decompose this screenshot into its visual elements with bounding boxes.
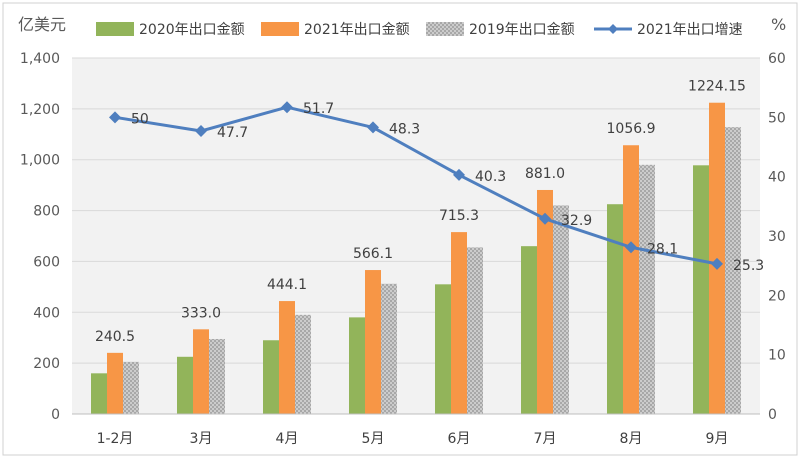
data-labels: 240.5 333.0 444.1 566.1 715.3 881.0 1056.9 1224… [95, 79, 764, 345]
left-tick-label: 1,000 [20, 153, 60, 169]
left-tick-label: 200 [33, 356, 60, 372]
legend-marker-growth [608, 24, 618, 34]
x-tick-label: 4月 [276, 431, 299, 447]
growth-value-label: 25.3 [733, 258, 764, 274]
bar-value-label-2021: 881.0 [525, 166, 565, 182]
x-tick-label: 9月 [706, 431, 729, 447]
legend: 2020年出口金额 2021年出口金额 2019年出口金额 2021年出口增速 [96, 22, 743, 38]
bar-2021 [107, 352, 123, 414]
right-tick-label: 20 [768, 288, 786, 304]
bar-2021 [451, 232, 467, 414]
bar-value-label-2021: 1056.9 [607, 121, 656, 137]
x-tick-label: 3月 [190, 431, 213, 447]
legend-swatch-2020 [96, 22, 134, 36]
left-axis-unit: 亿美元 [18, 15, 66, 34]
right-tick-label: 60 [768, 51, 786, 67]
right-axis-unit: % [771, 15, 786, 34]
right-tick-label: 50 [768, 110, 786, 126]
right-tick-label: 30 [768, 229, 786, 245]
bar-2020 [435, 284, 451, 414]
bar-2019 [295, 314, 311, 414]
bar-2020 [693, 165, 709, 414]
x-tick-label: 8月 [620, 431, 643, 447]
bar-value-label-2021: 333.0 [181, 305, 221, 321]
bar-2021 [365, 270, 381, 414]
bar-value-label-2021: 444.1 [267, 277, 307, 293]
x-tick-label: 1-2月 [97, 431, 134, 447]
bar-2019 [467, 247, 483, 414]
left-tick-label: 0 [51, 407, 60, 423]
left-tick-label: 400 [33, 305, 60, 321]
bar-2019 [553, 205, 569, 414]
bar-2019 [123, 361, 139, 414]
right-tick-label: 0 [768, 407, 777, 423]
bar-2021 [537, 189, 553, 414]
growth-marker [281, 101, 293, 114]
growth-value-label: 47.7 [217, 125, 248, 141]
bar-2020 [91, 373, 107, 414]
bar-2020 [521, 246, 537, 414]
legend-label-2019: 2019年出口金额 [469, 22, 575, 38]
growth-value-label: 28.1 [647, 241, 678, 257]
bar-2020 [177, 356, 193, 414]
growth-marker [453, 168, 465, 181]
bar-value-label-2021: 1224.15 [688, 79, 746, 95]
legend-label-growth: 2021年出口增速 [637, 22, 743, 38]
growth-value-label: 50 [131, 111, 149, 127]
axes: 0 200 400 600 800 1,000 1,200 1,400 0 10 20 30 40 50 6… [20, 51, 786, 447]
right-tick-label: 10 [768, 348, 786, 364]
bar-2020 [607, 204, 623, 414]
growth-value-label: 32.9 [561, 213, 592, 229]
legend-label-2020: 2020年出口金额 [139, 22, 245, 38]
bar-2019 [209, 338, 225, 414]
bar-2020 [263, 340, 279, 414]
growth-marker [109, 111, 121, 124]
growth-value-label: 51.7 [303, 101, 334, 117]
bar-value-label-2021: 715.3 [439, 208, 479, 224]
growth-marker [195, 124, 207, 137]
bar-2020 [349, 317, 365, 414]
left-tick-label: 800 [33, 204, 60, 220]
left-tick-label: 1,200 [20, 102, 60, 118]
legend-swatch-2019 [426, 22, 464, 36]
growth-marker [367, 121, 379, 134]
legend-label-2021: 2021年出口金额 [304, 22, 410, 38]
growth-line-path [114, 105, 718, 266]
growth-value-label: 40.3 [475, 169, 506, 185]
bar-value-label-2021: 566.1 [353, 246, 393, 262]
growth-marker [711, 257, 723, 270]
bar-value-label-2021: 240.5 [95, 329, 135, 345]
x-tick-label: 5月 [362, 431, 385, 447]
right-tick-label: 40 [768, 170, 786, 186]
left-tick-label: 600 [33, 254, 60, 270]
growth-value-label: 48.3 [389, 121, 420, 137]
legend-swatch-2021 [261, 22, 299, 36]
growth-marker [539, 212, 551, 225]
growth-marker [625, 241, 637, 254]
bar-2021 [193, 329, 209, 414]
bars [91, 102, 741, 415]
bar-2019 [381, 283, 397, 414]
bar-2019 [725, 127, 741, 414]
bar-2019 [639, 164, 655, 414]
x-tick-label: 7月 [534, 431, 557, 447]
growth-line [109, 101, 723, 270]
x-tick-label: 6月 [448, 431, 471, 447]
plot-area [72, 58, 760, 414]
bar-2021 [623, 145, 639, 414]
bar-2021 [279, 301, 295, 414]
left-tick-label: 1,400 [20, 51, 60, 67]
